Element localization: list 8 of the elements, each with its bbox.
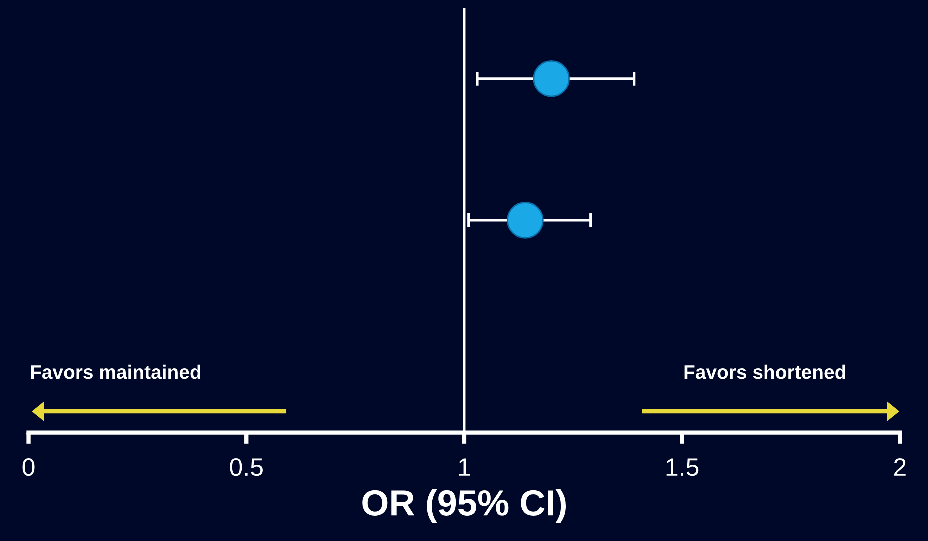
x-tick-label: 1 — [459, 458, 470, 476]
x-tick-label: 2 — [894, 458, 906, 476]
annotation: Favors shortened — [684, 364, 846, 380]
x-tick-label: 0.5 — [230, 458, 263, 476]
x-tick-label: 1.5 — [666, 458, 699, 476]
x-axis-title: OR (95% CI) — [362, 489, 566, 524]
annotation: Favors maintained — [31, 364, 201, 380]
x-tick-label: 0 — [22, 458, 35, 476]
